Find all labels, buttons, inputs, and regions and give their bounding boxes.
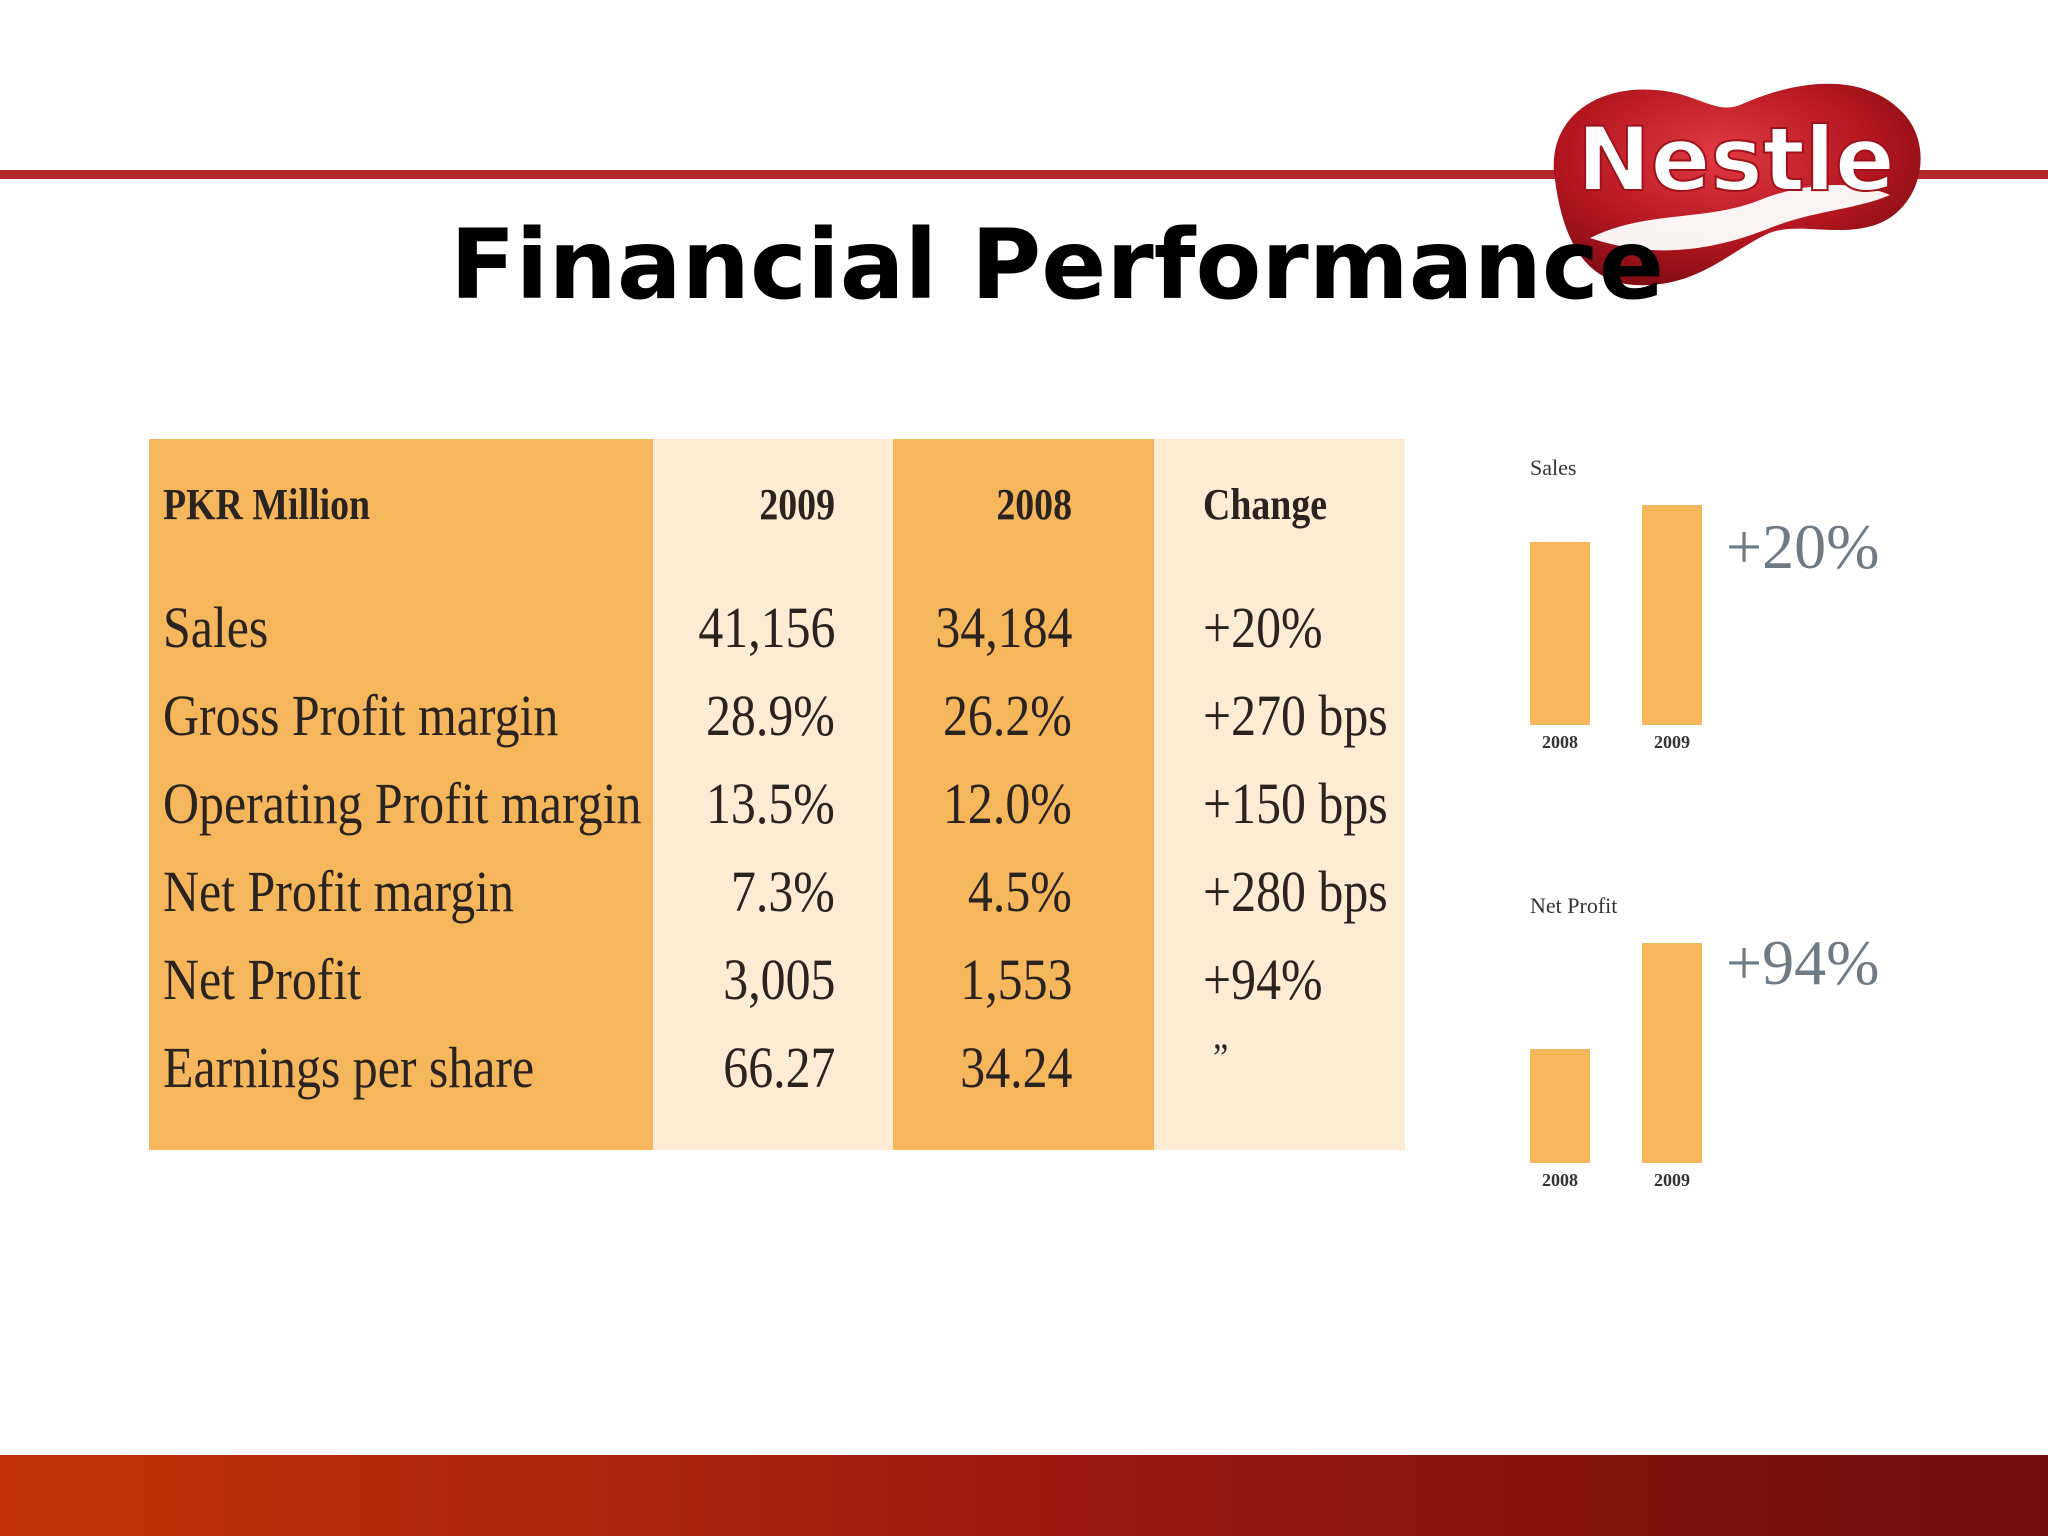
table-header-label: PKR Million xyxy=(163,480,371,529)
table-cell-change: +94% xyxy=(1203,947,1323,1012)
chart-title: Sales xyxy=(1530,455,1577,480)
table-column-2009-bg xyxy=(653,439,893,1150)
x-tick-label: 2008 xyxy=(1542,1170,1578,1190)
table-cell-change: +280 bps xyxy=(1203,859,1388,924)
table-cell-2009: 7.3% xyxy=(731,859,835,924)
footer-bar xyxy=(0,1455,2048,1536)
table-cell-2009: 3,005 xyxy=(722,947,835,1012)
table-cell-change: +270 bps xyxy=(1203,683,1388,748)
table-cell-change: ” xyxy=(1213,1035,1229,1080)
table-cell-change: +20% xyxy=(1203,595,1323,660)
change-annotation: +20% xyxy=(1726,511,1880,582)
table-cell-2008: 4.5% xyxy=(968,859,1072,924)
bar-2008 xyxy=(1530,1049,1590,1163)
table-cell-2008: 26.2% xyxy=(943,683,1072,748)
table-cell-2008: 34,184 xyxy=(934,595,1072,660)
table-cell-change: +150 bps xyxy=(1203,771,1388,836)
table-cell-2009: 28.9% xyxy=(706,683,835,748)
net-profit-mini-chart: Net Profit 2008 2009 +94% xyxy=(1520,893,1960,1203)
table-cell-2009: 13.5% xyxy=(706,771,835,836)
header-rule xyxy=(0,170,2048,179)
table-row-label: Gross Profit margin xyxy=(163,683,559,748)
bar-2008 xyxy=(1530,542,1590,725)
table-cell-2009: 41,156 xyxy=(697,595,835,660)
financial-table: PKR Million 2009 2008 Change Sales 41,15… xyxy=(149,439,1405,1150)
bar-2009 xyxy=(1642,505,1702,725)
table-column-label-bg xyxy=(149,439,653,1150)
table-cell-2008: 12.0% xyxy=(943,771,1072,836)
chart-title: Net Profit xyxy=(1530,893,1618,918)
logo-text: Nestle xyxy=(1577,108,1895,211)
table-header-2009: 2009 xyxy=(759,480,835,529)
x-tick-label: 2009 xyxy=(1654,732,1690,752)
nestle-logo: Nestle xyxy=(1553,83,1921,286)
table-row-label: Net Profit margin xyxy=(163,859,514,924)
page-title: Financial Performance xyxy=(450,209,1664,321)
bar-2009 xyxy=(1642,943,1702,1163)
table-column-change-bg xyxy=(1154,439,1405,1150)
x-tick-label: 2009 xyxy=(1654,1170,1690,1190)
table-header-2008: 2008 xyxy=(996,480,1072,529)
table-header-change: Change xyxy=(1203,480,1328,529)
table-row-label: Operating Profit margin xyxy=(163,771,642,836)
table-cell-2008: 34.24 xyxy=(959,1035,1072,1100)
x-tick-label: 2008 xyxy=(1542,732,1578,752)
table-cell-2009: 66.27 xyxy=(722,1035,835,1100)
table-row-label: Earnings per share xyxy=(163,1035,535,1100)
change-annotation: +94% xyxy=(1726,927,1880,998)
table-column-2008-bg xyxy=(893,439,1154,1150)
sales-mini-chart: Sales 2008 2009 +20% xyxy=(1520,455,1960,765)
table-cell-2008: 1,553 xyxy=(959,947,1072,1012)
table-row-label: Sales xyxy=(163,595,269,660)
table-row-label: Net Profit xyxy=(163,947,362,1012)
